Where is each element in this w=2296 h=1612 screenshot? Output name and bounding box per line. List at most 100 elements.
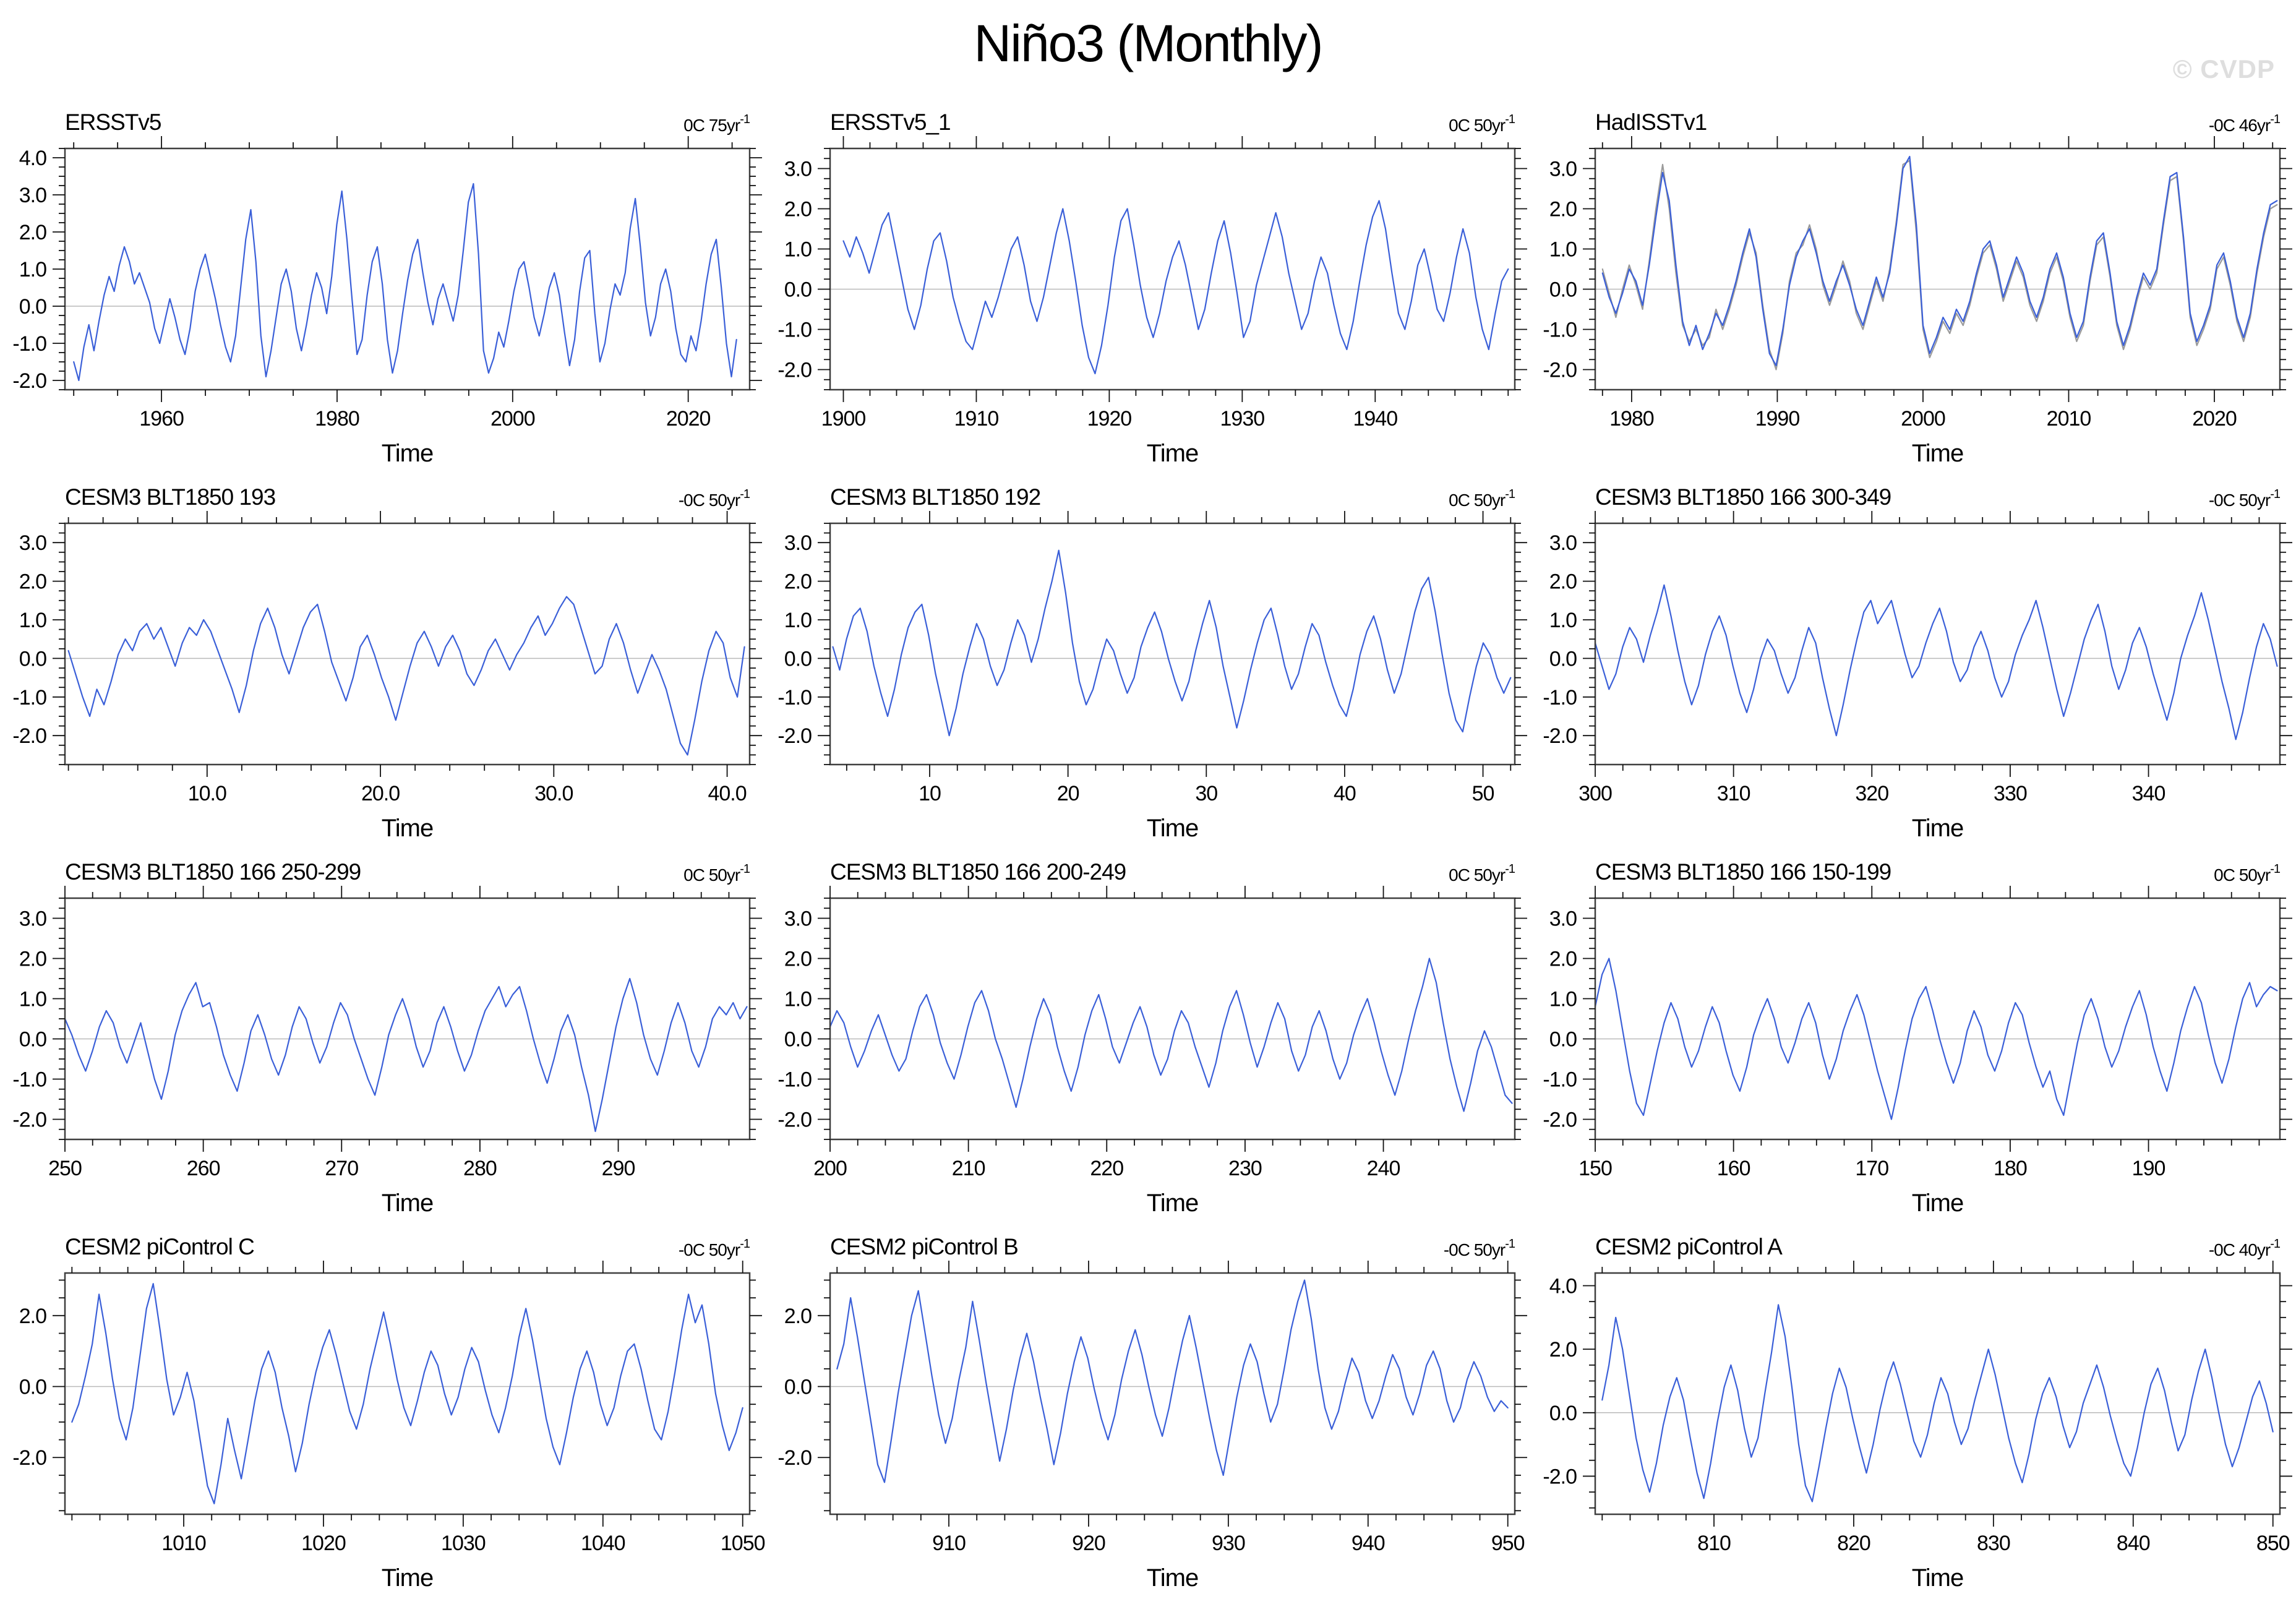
x-axis-label: Time: [1147, 1564, 1198, 1592]
x-axis-label: Time: [1147, 815, 1198, 842]
y-tick-label: 3.0: [19, 531, 46, 555]
panel-trend-annotation: -0C 40yr-1: [2209, 1237, 2281, 1259]
plot-box: [1594, 897, 2281, 1141]
axis-tick-labels: 250 260 270 280 290 -2.0 -1.0 0.0 1.0 2.0 3.0: [12, 907, 635, 1181]
y-tick-label: -2.0: [777, 1446, 812, 1470]
series-group: [832, 549, 1512, 737]
x-tick-label: 2000: [490, 407, 535, 431]
x-axis-label: Time: [1912, 440, 1963, 467]
panel-trend-annotation: -0C 50yr-1: [679, 1237, 750, 1259]
y-tick-label: -2.0: [12, 1446, 46, 1470]
y-tick-label: 3.0: [784, 907, 812, 931]
axis-tick-labels: 910 920 930 940 950 -2.0 0.0 2.0: [777, 1305, 1525, 1555]
page-header: Niño3 (Monthly) © CVDP: [0, 0, 2296, 104]
axis-tick-labels: 810 820 830 840 850 -2.0 0.0 2.0 4.0: [1543, 1275, 2290, 1555]
x-tick-label: 830: [1977, 1532, 2010, 1555]
axis-tick-labels: 1960 1980 2000 2020 -2.0 -1.0 0.0 1.0 2.0 3.0 4.0: [12, 147, 711, 431]
y-tick-label: -1.0: [777, 1068, 812, 1092]
series-line-nino3-index: [830, 958, 1513, 1112]
x-tick-label: 20: [1057, 782, 1079, 805]
x-tick-label: 320: [1855, 782, 1888, 805]
y-tick-label: 0.0: [1549, 1028, 1577, 1052]
y-tick-label: 2.0: [19, 221, 46, 244]
x-tick-label: 840: [2117, 1532, 2150, 1555]
y-tick-label: -2.0: [1543, 1108, 1577, 1132]
y-tick-label: 2.0: [784, 198, 812, 221]
panel-trend-annotation: 0C 50yr-1: [2214, 862, 2281, 885]
y-tick-label: 3.0: [1549, 907, 1577, 931]
y-tick-label: -2.0: [12, 369, 46, 393]
x-tick-label: 30.0: [534, 782, 573, 805]
x-tick-label: 820: [1837, 1532, 1870, 1555]
panel-trend-annotation: -0C 46yr-1: [2209, 113, 2281, 135]
y-tick-label: 0.0: [19, 295, 46, 319]
y-tick-label: 2.0: [19, 1305, 46, 1328]
y-tick-label: 2.0: [784, 1305, 812, 1328]
y-tick-label: 0.0: [19, 1028, 46, 1052]
y-tick-label: -1.0: [12, 686, 46, 710]
y-tick-label: 1.0: [1549, 609, 1577, 632]
plot-box: [1594, 522, 2281, 766]
x-tick-label: 290: [602, 1157, 635, 1180]
axis-tick-labels: 200 210 220 230 240 -2.0 -1.0 0.0 1.0 2.0 3.0: [777, 907, 1400, 1181]
panel-hadisstv1: 1980 1990 2000 2010 2020 -2.0 -1.0 0.0 1.0 2.0 3.0…: [1543, 109, 2292, 467]
y-tick-label: 2.0: [784, 570, 812, 594]
panel-cesm3-blt1850-193: 10.0 20.0 30.0 40.0 -2.0 -1.0 0.0 1.0 2.0 3.0 CESM…: [12, 484, 762, 842]
axis-ticks: [53, 136, 762, 402]
panel-cesm3-blt1850-166-250-299: 250 260 270 280 290 -2.0 -1.0 0.0 1.0 2.0 3.0 CESM3…: [12, 859, 762, 1217]
x-tick-label: 330: [1994, 782, 2027, 805]
y-tick-label: -1.0: [777, 319, 812, 342]
series-group: [1601, 155, 2278, 371]
y-tick-label: 2.0: [784, 948, 812, 971]
y-tick-label: 3.0: [19, 907, 46, 931]
y-tick-label: 1.0: [19, 609, 46, 632]
axis-ticks: [818, 136, 1527, 402]
series-group: [1595, 958, 2278, 1120]
series-line-nino3-index: [1595, 958, 2278, 1120]
x-tick-label: 160: [1717, 1157, 1750, 1180]
x-tick-label: 930: [1212, 1532, 1245, 1555]
x-tick-label: 920: [1072, 1532, 1105, 1555]
page-title: Niño3 (Monthly): [974, 14, 1324, 72]
axis-ticks: [53, 511, 762, 777]
panel-cesm3-blt1850-166-300-349: 300 310 320 330 340 -2.0 -1.0 0.0 1.0 2.0 3.0 CESM3…: [1543, 484, 2292, 842]
series-line-nino3-index: [842, 200, 1509, 375]
axis-tick-labels: 150 160 170 180 190 -2.0 -1.0 0.0 1.0 2.0 3.0: [1543, 907, 2165, 1181]
y-tick-label: -1.0: [1543, 319, 1577, 342]
series-line-nino3-index: [71, 1283, 743, 1504]
plot-box: [64, 897, 751, 1141]
y-tick-label: 3.0: [1549, 531, 1577, 555]
x-tick-label: 260: [187, 1157, 220, 1180]
x-tick-label: 2000: [1901, 407, 1945, 431]
y-tick-label: -2.0: [12, 1108, 46, 1132]
y-tick-label: 1.0: [19, 988, 46, 1011]
x-tick-label: 10.0: [188, 782, 226, 805]
series-group: [830, 958, 1513, 1112]
axis-ticks: [1583, 886, 2292, 1152]
plot-box: [829, 897, 1516, 1141]
x-axis-label: Time: [1912, 1190, 1963, 1217]
x-tick-label: 200: [813, 1157, 847, 1180]
panel-trend-annotation: 0C 50yr-1: [1449, 487, 1515, 510]
y-tick-label: 3.0: [1549, 158, 1577, 181]
x-tick-label: 1960: [139, 407, 184, 431]
x-tick-label: 250: [48, 1157, 82, 1180]
y-tick-label: 0.0: [1549, 647, 1577, 671]
y-tick-label: 0.0: [19, 647, 46, 671]
y-tick-label: 0.0: [784, 647, 812, 671]
x-tick-label: 810: [1697, 1532, 1731, 1555]
x-tick-label: 150: [1578, 1157, 1612, 1180]
x-tick-label: 240: [1367, 1157, 1400, 1180]
axis-tick-labels: 10 20 30 40 50 -2.0 -1.0 0.0 1.0 2.0 3.0: [777, 531, 1494, 805]
x-tick-label: 40: [1334, 782, 1356, 805]
y-tick-label: -1.0: [12, 332, 46, 356]
panel-title: CESM3 BLT1850 166 150-199: [1595, 859, 1891, 885]
y-tick-label: 1.0: [784, 988, 812, 1011]
panel-trend-annotation: 0C 75yr-1: [683, 113, 750, 135]
series-line-nino3-index: [836, 1279, 1509, 1483]
x-tick-label: 300: [1578, 782, 1612, 805]
axis-ticks: [53, 1261, 762, 1527]
y-tick-label: 1.0: [19, 258, 46, 281]
panel-ersstv5: 1960 1980 2000 2020 -2.0 -1.0 0.0 1.0 2.0 3.0 4.0 E…: [12, 109, 762, 467]
x-tick-label: 2020: [666, 407, 711, 431]
